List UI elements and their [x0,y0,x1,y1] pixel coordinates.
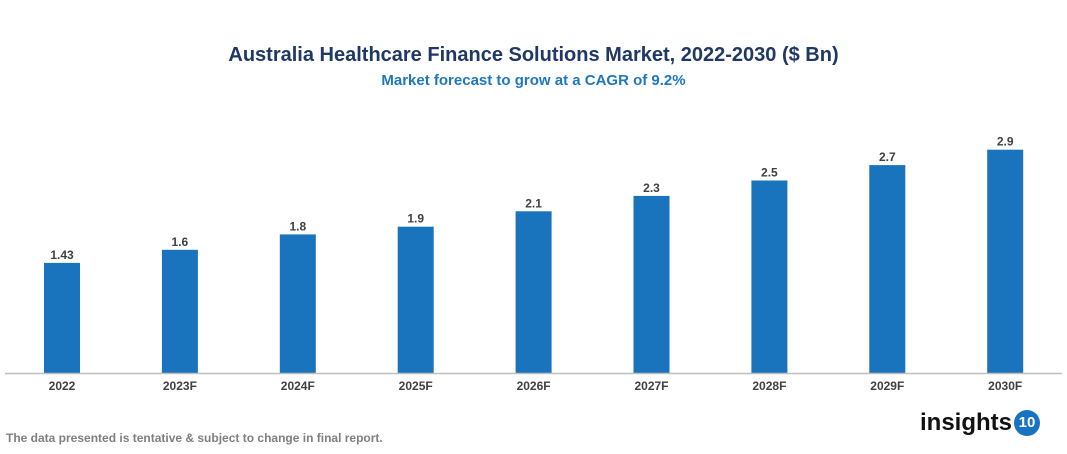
chart-title: Australia Healthcare Finance Solutions M… [228,44,839,66]
data-label: 2.9 [997,135,1014,149]
bar-2024F [279,234,316,373]
data-label: 1.9 [407,212,424,226]
data-label: 1.43 [50,248,74,262]
data-label: 2.7 [879,150,896,164]
data-label: 2.1 [525,196,542,210]
x-tick-label: 2025F [399,379,433,393]
x-tick-label: 2024F [281,379,315,393]
x-tick-label: 2029F [870,379,904,393]
bar-2027F [633,195,670,373]
bar-2026F [515,211,552,373]
footer-disclaimer: The data presented is tentative & subjec… [6,431,383,445]
x-tick-label: 2023F [163,379,197,393]
x-tick-label: 2022 [49,379,76,393]
x-tick-label: 2028F [752,379,786,393]
bar-2025F [397,226,434,373]
x-tick-label: 2026F [517,379,551,393]
bar-2023F [161,249,198,373]
x-tick-label: 2030F [988,379,1022,393]
data-label: 1.8 [289,219,306,233]
bar-2028F [751,180,788,373]
data-label: 1.6 [172,235,189,249]
data-label: 2.3 [643,181,660,195]
insights10-logo: insights 10 [920,409,1041,437]
x-tick-label: 2027F [634,379,668,393]
logo-badge: 10 [1014,410,1041,436]
logo-text: insights [920,409,1013,436]
data-label: 2.5 [761,166,778,180]
bar-2030F [987,149,1024,373]
bar-2022 [44,262,80,373]
chart-subtitle: Market forecast to grow at a CAGR of 9.2… [381,72,686,89]
bar-2029F [869,165,906,373]
